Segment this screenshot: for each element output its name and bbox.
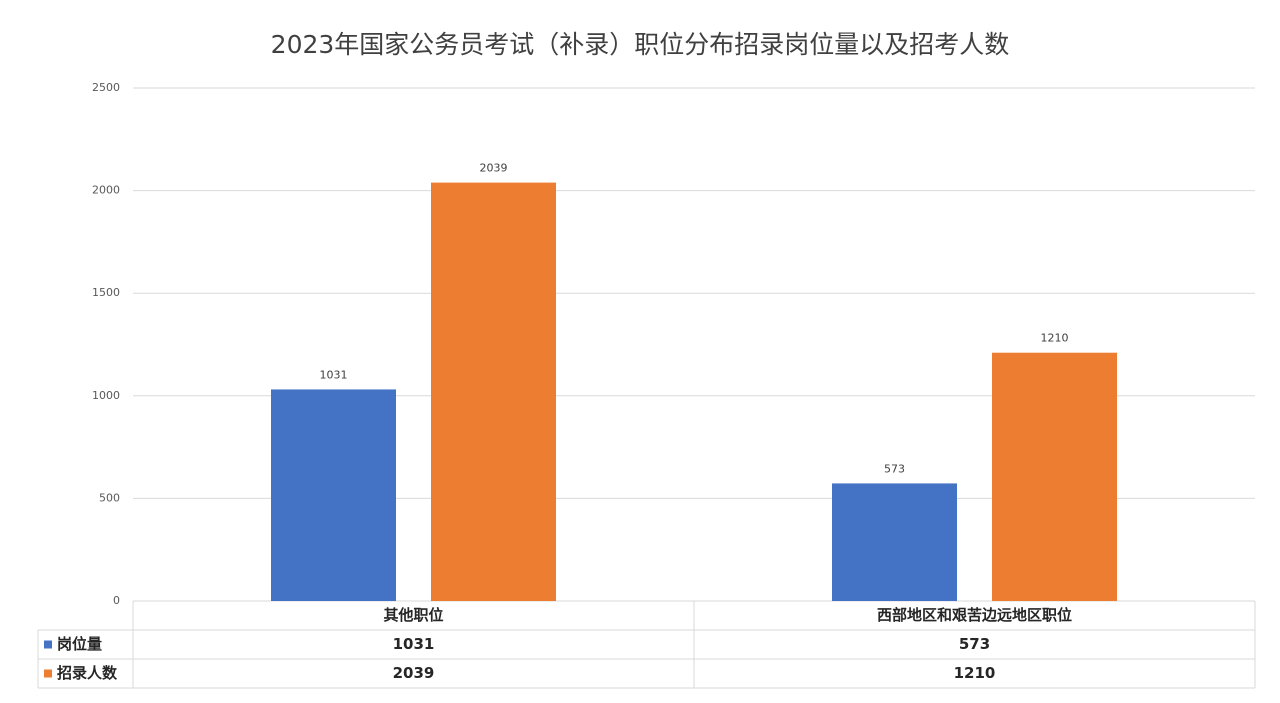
legend-label: 岗位量: [57, 635, 102, 653]
y-tick-label: 500: [99, 491, 120, 504]
table-value: 1210: [954, 664, 996, 682]
bar: [832, 483, 957, 601]
x-tick-label: 西部地区和艰苦边远地区职位: [877, 606, 1072, 624]
y-tick-label: 1000: [92, 389, 120, 402]
y-tick-label: 2500: [92, 81, 120, 94]
bar: [431, 182, 556, 601]
legend-swatch: [44, 640, 52, 649]
data-label: 1031: [320, 368, 348, 381]
data-label: 1210: [1041, 332, 1069, 345]
table-value: 573: [959, 635, 990, 653]
legend-swatch: [44, 669, 52, 678]
y-tick-label: 1500: [92, 286, 120, 299]
table-value: 2039: [393, 664, 435, 682]
data-label: 573: [884, 462, 905, 475]
y-tick-label: 0: [113, 594, 120, 607]
data-label: 2039: [480, 162, 508, 175]
y-tick-label: 2000: [92, 184, 120, 197]
bar: [271, 389, 396, 601]
x-tick-label: 其他职位: [383, 606, 443, 624]
table-value: 1031: [393, 635, 435, 653]
legend-label: 招录人数: [57, 664, 118, 682]
bar: [992, 352, 1117, 601]
chart-title: 2023年国家公务员考试（补录）职位分布招录岗位量以及招考人数: [271, 30, 1010, 59]
